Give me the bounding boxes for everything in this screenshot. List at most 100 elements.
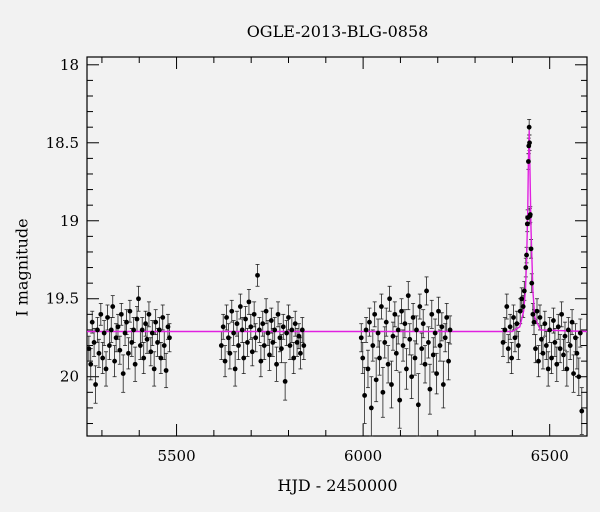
data-point [500,340,506,345]
data-point [132,361,138,367]
data-point [571,371,576,377]
data-point [144,336,150,342]
data-point [442,335,448,341]
data-point [424,288,429,294]
data-point [93,382,98,387]
data-point [539,336,544,342]
y-tick-label: 18 [60,56,79,74]
data-point [277,335,283,341]
data-point [358,335,364,341]
data-point [502,327,508,333]
data-point [298,350,303,356]
data-point [124,319,129,325]
data-point [96,350,102,356]
data-point [155,340,160,345]
data-point [151,366,157,372]
data-point [372,311,378,317]
data-point [270,340,276,345]
data-point [222,358,228,364]
data-point [117,347,123,353]
data-point [105,315,110,320]
data-point [256,327,262,333]
data-point [573,335,578,341]
data-point [574,350,580,356]
data-point [89,319,95,325]
data-point [537,315,543,320]
data-point [279,346,284,352]
data-point [419,346,425,352]
data-point [220,324,226,330]
data-point [265,330,271,336]
data-point [533,346,538,352]
data-point [258,358,264,364]
data-point [246,299,252,305]
data-point [427,386,433,392]
data-point [129,340,135,345]
data-point [100,355,106,361]
data-point [526,159,531,164]
data-point [253,335,259,341]
x-axis-label: HJD - 2450000 [277,476,398,495]
data-point [272,327,278,333]
data-point [439,324,445,330]
plot-area-frame [86,56,588,437]
data-point [414,327,419,333]
data-point [232,366,238,372]
data-point [149,330,155,336]
data-point [542,321,548,327]
data-point [227,350,233,356]
data-point [565,327,571,333]
data-point [524,221,530,227]
data-point [110,304,116,309]
data-point [255,272,260,278]
data-point [577,330,583,336]
data-point [115,324,121,330]
data-point [241,355,247,361]
data-point [299,327,305,333]
data-point [113,335,119,341]
data-point [95,327,100,333]
data-point [390,333,396,339]
data-point [534,308,540,314]
data-point [507,324,513,330]
data-point [399,308,404,314]
data-point [287,343,293,348]
data-point [444,315,450,320]
data-point [367,319,372,325]
y-tick-label: 18.5 [46,134,79,152]
data-point [397,397,403,403]
data-point [377,355,382,361]
data-point [280,324,286,330]
data-point [284,330,290,336]
data-point [407,336,413,342]
data-point [101,330,107,336]
data-point [400,343,406,348]
data-point [410,315,416,320]
data-point [301,343,307,348]
model-curve [87,130,588,333]
data-point [543,343,549,348]
data-point [237,304,243,309]
data-point [224,315,229,320]
data-point [248,324,254,330]
data-point [365,366,371,372]
data-point [112,358,118,364]
data-point [521,288,527,294]
data-point [547,327,553,333]
data-point [236,343,241,348]
data-point [434,371,440,377]
data-point [146,311,152,317]
data-point [103,366,109,372]
data-point [420,321,426,327]
data-point [88,361,94,367]
data-point [509,355,515,361]
data-point [165,324,171,330]
data-point [286,315,291,320]
data-point [139,327,145,333]
data-point [234,321,240,327]
data-point [512,335,518,341]
data-point [385,361,391,367]
x-tick-label: 6500 [531,447,569,465]
data-point [529,280,535,286]
data-point [382,340,388,345]
